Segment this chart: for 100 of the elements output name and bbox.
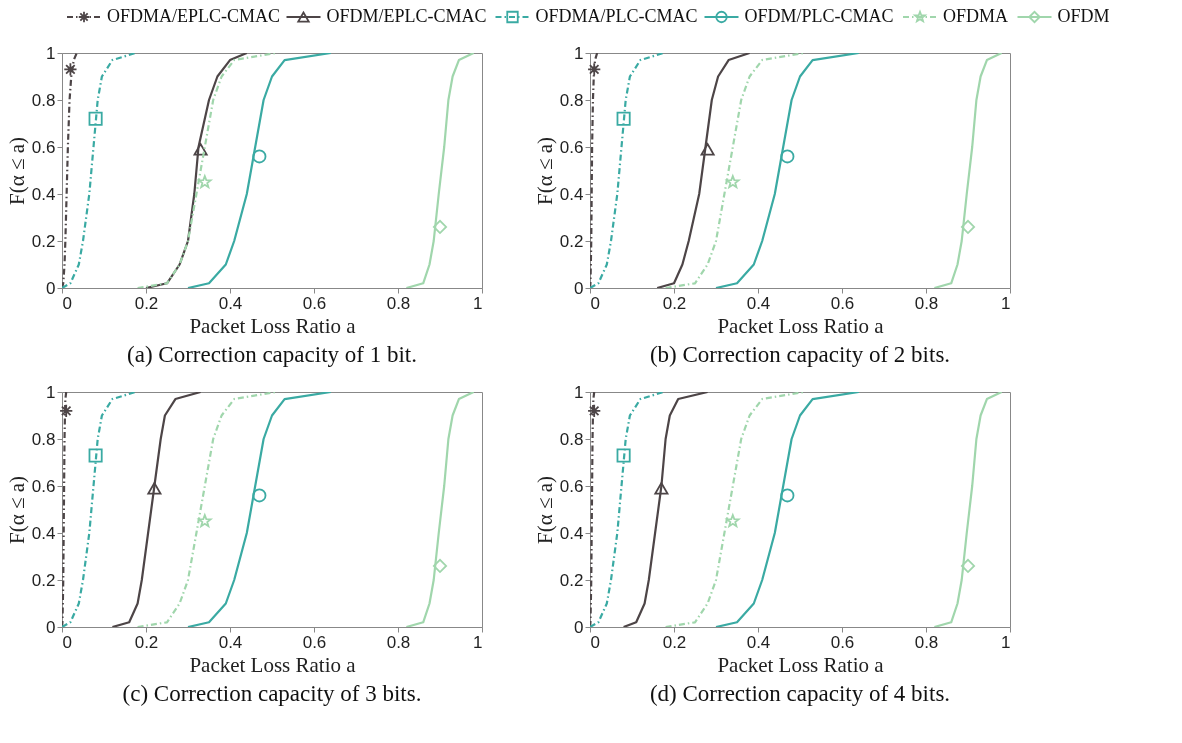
line-series — [111, 392, 202, 627]
line-series — [186, 392, 332, 627]
line-series — [62, 53, 137, 288]
x-tick-label: 0.8 — [386, 632, 411, 652]
point — [587, 62, 602, 77]
x-tick-label: 0.2 — [134, 632, 159, 652]
line-series — [62, 392, 137, 627]
y-tick-label: 0.8 — [559, 429, 584, 449]
line-series — [186, 53, 332, 288]
line-series — [714, 392, 860, 627]
line-series — [62, 53, 78, 288]
y-tick-label: 1 — [574, 43, 584, 63]
y-tick-label: 0 — [46, 278, 56, 298]
x-axis-title: Packet Loss Ratio a — [717, 313, 885, 338]
point — [147, 482, 162, 495]
point — [63, 62, 78, 77]
y-tick-label: 0.8 — [31, 429, 56, 449]
line-series — [664, 53, 806, 288]
point — [587, 403, 602, 418]
x-tick-label: 0.6 — [302, 293, 327, 313]
x-tick-label: 0 — [590, 632, 600, 652]
x-tick-label: 0.8 — [914, 293, 939, 313]
legend-label: OFDMA — [943, 6, 1009, 26]
y-tick-label: 0.6 — [559, 476, 584, 496]
x-tick-label: 0 — [62, 293, 72, 313]
legend-label: OFDMA/EPLC-CMAC — [107, 6, 281, 26]
point — [432, 219, 448, 234]
legend-label: OFDM — [1057, 6, 1110, 26]
y-tick-label: 0.4 — [559, 184, 584, 204]
x-tick-label: 0.4 — [746, 293, 771, 313]
line-series — [405, 53, 475, 288]
point — [193, 143, 208, 156]
y-tick-label: 0.8 — [31, 90, 56, 110]
point — [780, 149, 795, 164]
text: (c) Correction capacity of 3 bits. — [122, 681, 422, 706]
y-tick-label: 0.4 — [31, 523, 56, 543]
point — [198, 175, 212, 189]
y-tick-label: 0 — [574, 278, 584, 298]
point — [252, 488, 267, 503]
text: (d) Correction capacity of 4 bits. — [649, 681, 951, 706]
point — [432, 558, 448, 573]
y-tick-label: 0 — [574, 617, 584, 637]
x-tick-label: 0.8 — [914, 632, 939, 652]
x-tick-label: 0.4 — [746, 632, 771, 652]
x-tick-label: 0.2 — [662, 632, 687, 652]
y-tick-label: 0.2 — [559, 570, 584, 590]
y-axis-title: F(α ≤ a) — [532, 475, 557, 545]
point — [654, 482, 669, 495]
point — [960, 558, 976, 573]
y-axis-title: F(α ≤ a) — [4, 475, 29, 545]
line-series — [136, 53, 278, 288]
line-series — [136, 392, 278, 627]
legend-label: OFDMA/PLC-CMAC — [535, 6, 698, 26]
x-tick-label: 0.6 — [830, 293, 855, 313]
line-series — [933, 392, 1003, 627]
x-tick-label: 0.6 — [302, 632, 327, 652]
x-tick-label: 1 — [473, 632, 483, 652]
x-tick-label: 0.8 — [386, 293, 411, 313]
line-series — [590, 53, 599, 288]
line-series — [62, 392, 68, 627]
point — [700, 143, 715, 156]
y-tick-label: 0.6 — [31, 137, 56, 157]
x-tick-label: 0.2 — [662, 293, 687, 313]
line-series — [933, 53, 1003, 288]
y-tick-label: 1 — [46, 382, 56, 402]
line-series — [590, 53, 665, 288]
point — [616, 448, 631, 463]
x-tick-label: 1 — [473, 293, 483, 313]
x-tick-label: 0 — [590, 293, 600, 313]
y-tick-label: 1 — [574, 382, 584, 402]
point — [616, 111, 631, 126]
y-tick-label: 0.2 — [31, 231, 56, 251]
point — [726, 175, 740, 189]
x-tick-label: 0 — [62, 632, 72, 652]
point — [88, 111, 103, 126]
y-tick-label: 0.4 — [31, 184, 56, 204]
y-axis-title: F(α ≤ a) — [4, 136, 29, 206]
line-series — [590, 392, 596, 627]
y-tick-label: 1 — [46, 43, 56, 63]
point — [252, 149, 267, 164]
legend-label: OFDM/PLC-CMAC — [744, 6, 894, 26]
line-series — [622, 392, 709, 627]
x-axis-title: Packet Loss Ratio a — [189, 313, 357, 338]
text: (a) Correction capacity of 1 bit. — [127, 342, 417, 367]
point — [59, 403, 74, 418]
y-tick-label: 0.2 — [559, 231, 584, 251]
text: (b) Correction capacity of 2 bits. — [649, 342, 951, 367]
legend-label: OFDM/EPLC-CMAC — [326, 6, 487, 26]
x-tick-label: 0.2 — [134, 293, 159, 313]
y-tick-label: 0.6 — [559, 137, 584, 157]
point — [88, 448, 103, 463]
line-series — [664, 392, 806, 627]
x-tick-label: 1 — [1001, 632, 1011, 652]
x-tick-label: 0.6 — [830, 632, 855, 652]
y-tick-label: 0.8 — [559, 90, 584, 110]
line-series — [405, 392, 475, 627]
x-tick-label: 0.4 — [218, 293, 243, 313]
x-tick-label: 1 — [1001, 293, 1011, 313]
point — [960, 219, 976, 234]
y-axis-title: F(α ≤ a) — [532, 136, 557, 206]
